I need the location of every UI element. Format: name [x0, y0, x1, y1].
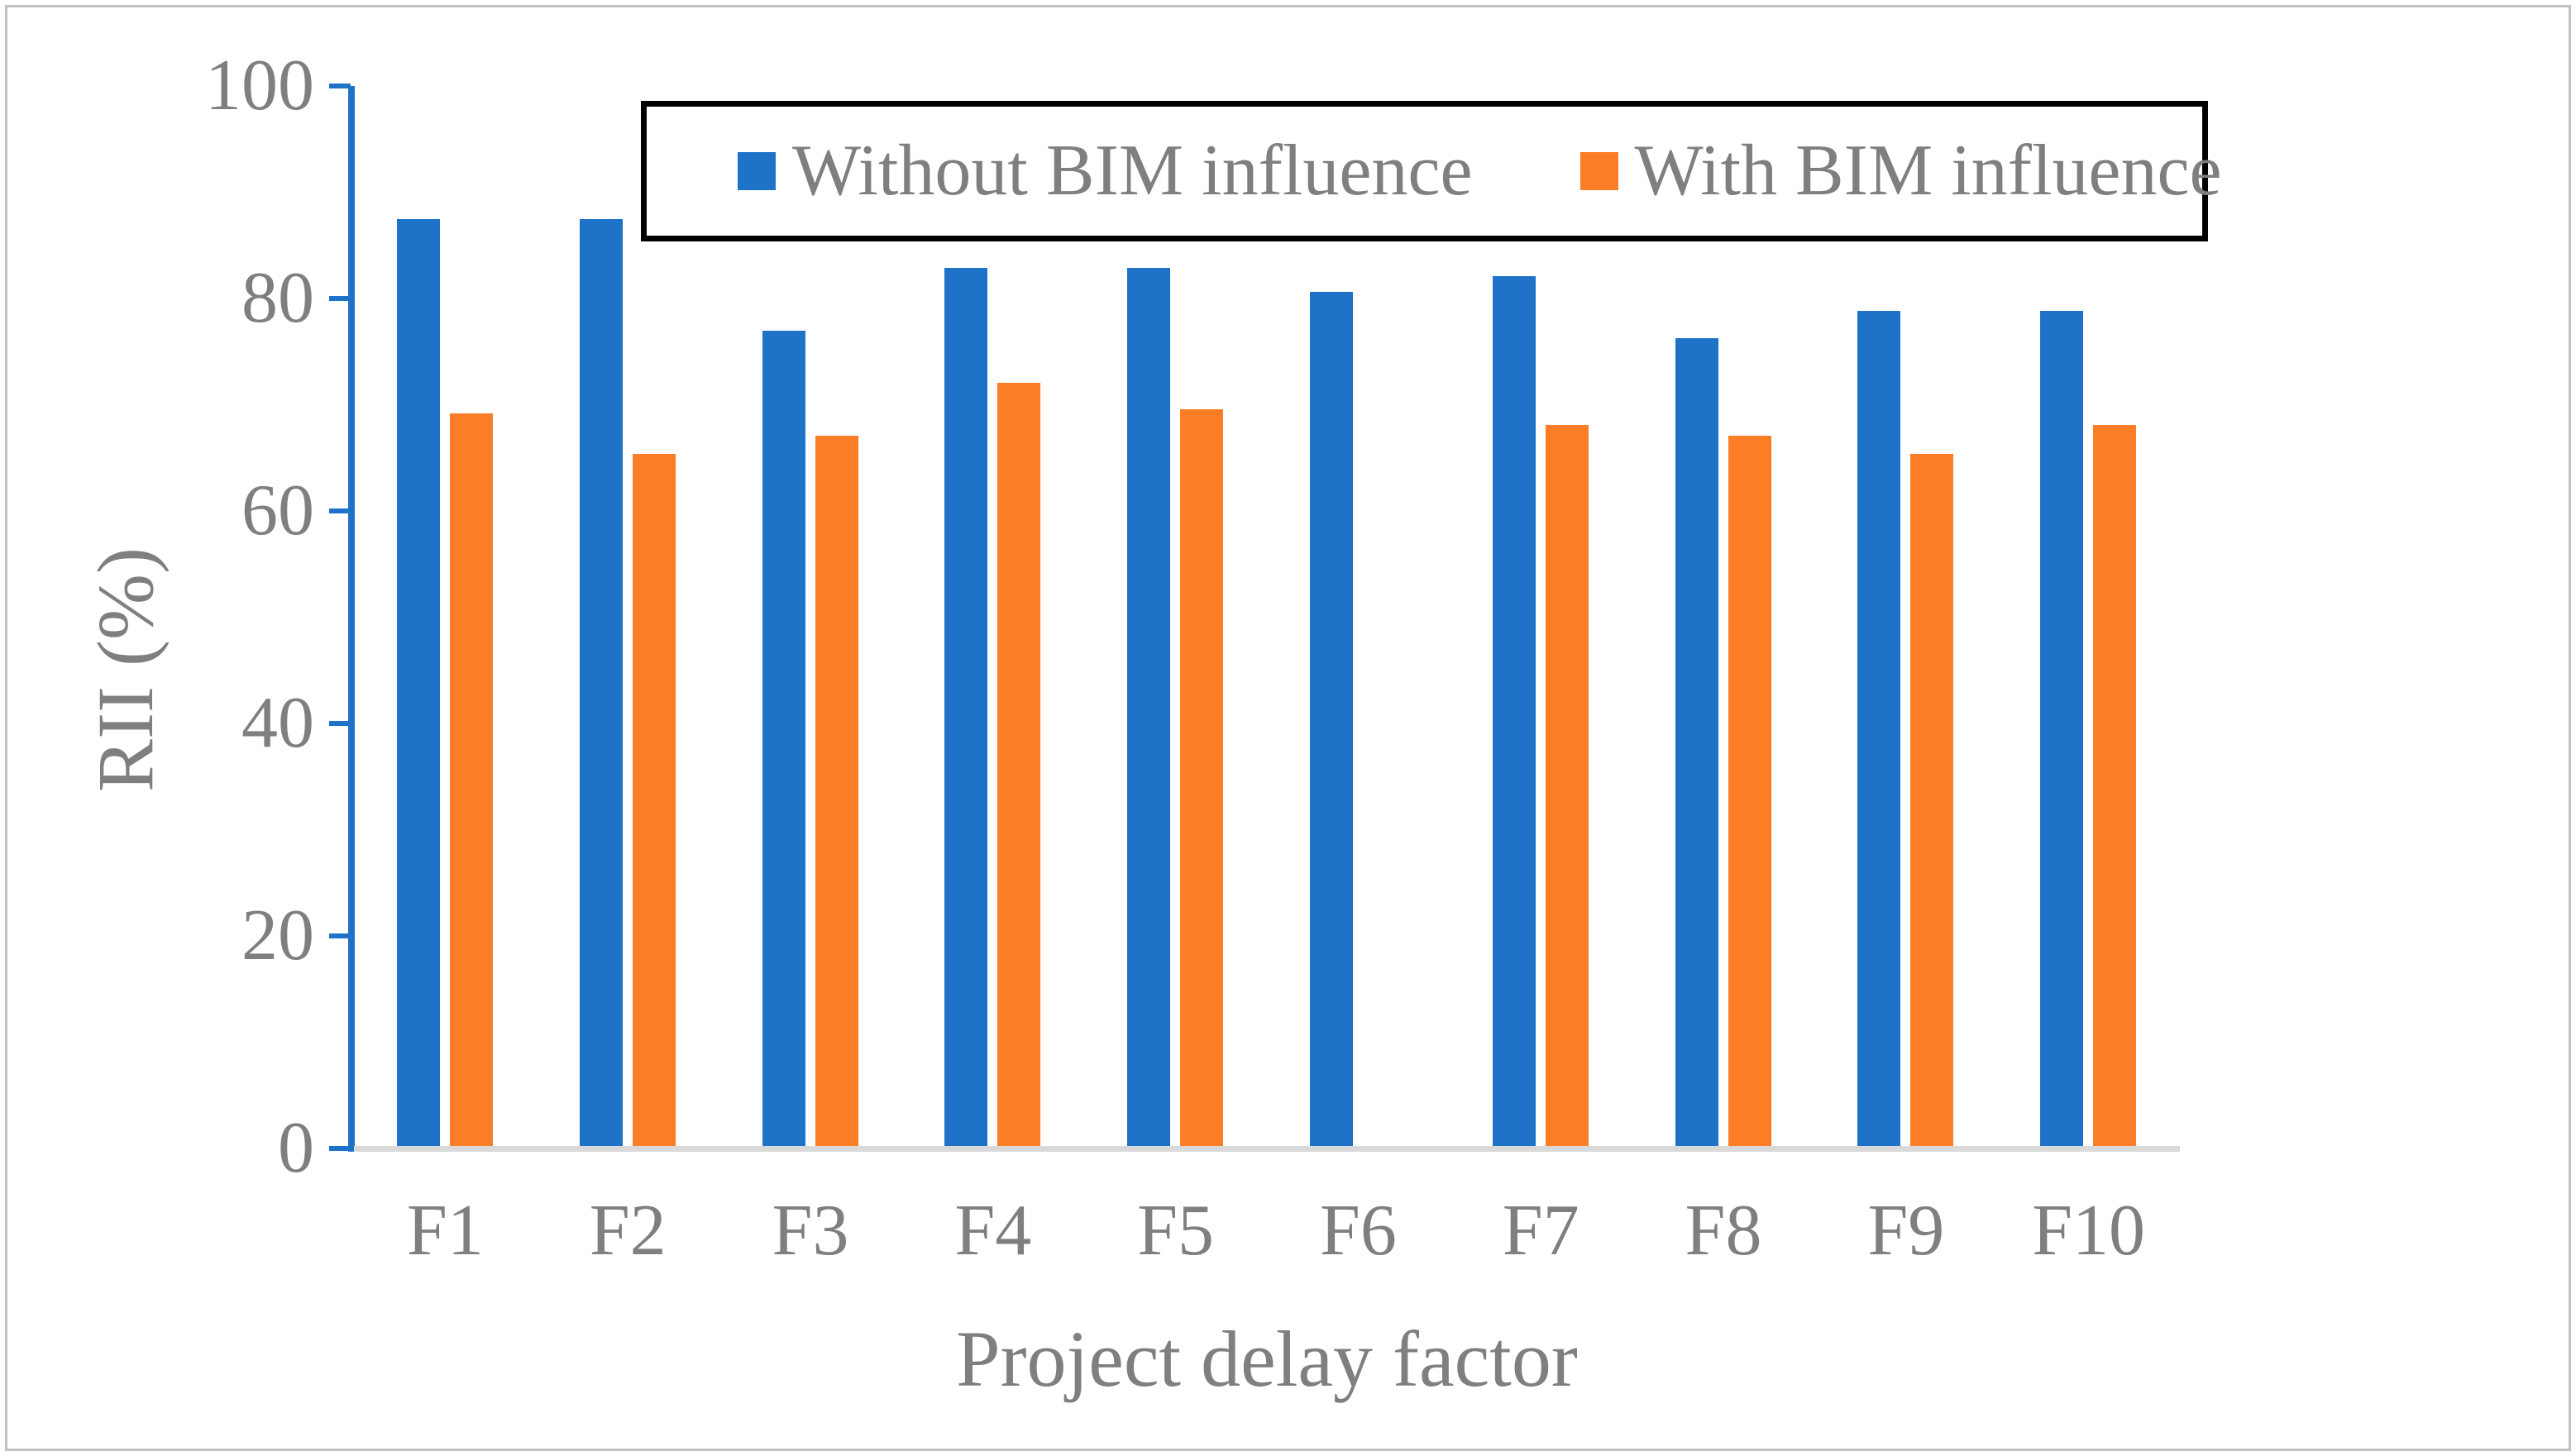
legend-item-without-bim: Without BIM influence	[738, 135, 1473, 208]
legend-swatch-orange	[1580, 152, 1618, 190]
x-tick-label-F2: F2	[589, 1191, 667, 1271]
y-tick-label: 20	[241, 895, 314, 976]
y-axis-tick	[329, 508, 351, 513]
bar-with-bim-F2	[632, 453, 676, 1148]
x-tick-label-F3: F3	[772, 1191, 849, 1271]
bar-with-bim-F9	[1910, 453, 1954, 1148]
x-tick-label-F6: F6	[1319, 1191, 1397, 1271]
bar-with-bim-F10	[2093, 424, 2137, 1148]
y-tick-label: 0	[278, 1108, 314, 1188]
x-axis-line	[354, 1146, 2180, 1152]
x-tick-label-F10: F10	[2032, 1191, 2146, 1271]
y-axis-tick	[329, 933, 351, 938]
bar-without-bim-F9	[1857, 311, 1901, 1148]
legend-swatch-blue	[738, 152, 776, 190]
y-axis-tick	[329, 1146, 351, 1151]
bar-without-bim-F8	[1675, 337, 1718, 1148]
y-axis-tick	[329, 296, 351, 301]
legend: Without BIM influence With BIM influence	[641, 101, 2222, 241]
x-tick-label-F5: F5	[1137, 1191, 1215, 1271]
bar-without-bim-F5	[1127, 267, 1171, 1148]
y-axis-tick	[329, 721, 351, 726]
x-tick-label-F8: F8	[1685, 1191, 1762, 1271]
x-tick-label-F1: F1	[406, 1191, 484, 1271]
bar-with-bim-F3	[815, 435, 858, 1148]
bar-with-bim-F8	[1728, 435, 1771, 1148]
bar-with-bim-F4	[997, 382, 1041, 1148]
y-tick-label: 60	[241, 470, 314, 551]
y-tick-label: 80	[241, 258, 314, 338]
bar-without-bim-F3	[762, 330, 805, 1148]
y-axis-tick	[329, 84, 351, 88]
legend-label: Without BIM influence	[792, 131, 1473, 211]
y-tick-label: 100	[205, 45, 314, 126]
x-tick-label-F4: F4	[954, 1191, 1032, 1271]
bar-without-bim-F2	[579, 218, 623, 1148]
y-tick-label: 40	[241, 683, 314, 763]
legend-label: With BIM influence	[1634, 131, 2222, 211]
x-tick-label-F9: F9	[1867, 1191, 1945, 1271]
bar-without-bim-F10	[2040, 311, 2084, 1148]
y-axis-line	[348, 86, 355, 1152]
bar-without-bim-F4	[944, 267, 988, 1148]
x-tick-label-F7: F7	[1502, 1191, 1580, 1271]
bar-with-bim-F1	[450, 413, 493, 1148]
bar-without-bim-F7	[1492, 276, 1536, 1148]
bar-without-bim-F6	[1310, 292, 1353, 1148]
legend-item-with-bim: With BIM influence	[1580, 135, 2222, 208]
bar-with-bim-F5	[1180, 408, 1224, 1148]
bar-without-bim-F1	[397, 218, 440, 1148]
x-axis-title: Project delay factor	[956, 1315, 1578, 1403]
bar-with-bim-F7	[1545, 424, 1589, 1148]
